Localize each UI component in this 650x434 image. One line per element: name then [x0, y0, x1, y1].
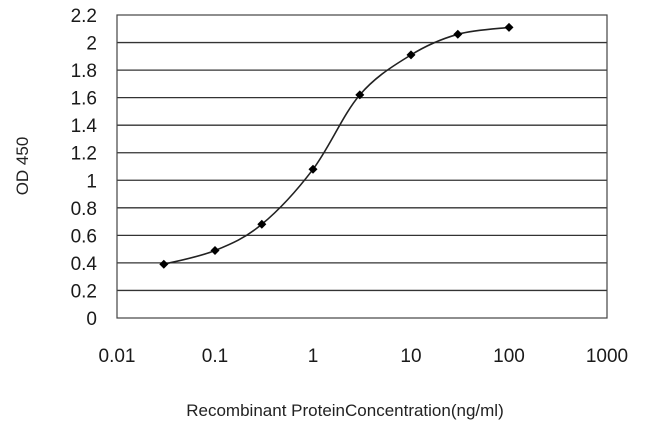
y-tick-label: 0.8: [71, 199, 97, 220]
data-point-marker: [159, 259, 169, 269]
y-tick-label: 1.8: [71, 61, 97, 82]
x-tick-label: 1000: [586, 346, 628, 367]
y-tick-label: 0.2: [71, 281, 97, 302]
data-point-marker: [257, 219, 267, 229]
data-point-marker: [406, 50, 416, 60]
y-tick-labels: 0 0.2 0.4 0.6 0.8 1 1.2 1.4 1.6 1.8 2 2.2: [71, 6, 98, 330]
x-tick-label: 1: [308, 346, 319, 367]
y-tick-label: 1.2: [71, 144, 97, 165]
y-tick-label: 0.6: [71, 226, 97, 247]
data-point-marker: [210, 246, 220, 255]
y-tick-label: 2: [86, 34, 97, 55]
series-layer: [159, 22, 514, 269]
y-tick-label: 2.2: [71, 6, 97, 27]
y-tick-label: 0: [86, 309, 97, 330]
y-tick-label: 1.6: [71, 89, 97, 110]
plot-background: [117, 15, 607, 318]
y-axis-title: OD 450: [13, 137, 32, 196]
data-point-marker: [453, 29, 463, 39]
x-tick-label: 0.1: [202, 346, 228, 367]
y-tick-label: 0.4: [71, 254, 98, 275]
data-point-marker: [504, 22, 514, 32]
x-tick-label: 10: [400, 346, 421, 367]
data-point-marker: [355, 90, 365, 100]
plot-frame: [116, 14, 608, 319]
grid-lines: [117, 41, 607, 292]
x-tick-label: 0.01: [99, 346, 136, 367]
x-tick-labels: 0.01 0.1 1 10 100 1000: [99, 346, 629, 367]
x-tick-label: 100: [493, 346, 525, 367]
data-point-marker: [308, 164, 318, 174]
series-line: [163, 26, 510, 266]
x-axis-title: Recombinant ProteinConcentration(ng/ml): [186, 401, 504, 420]
y-tick-label: 1: [86, 171, 97, 192]
y-tick-label: 1.4: [71, 116, 98, 137]
